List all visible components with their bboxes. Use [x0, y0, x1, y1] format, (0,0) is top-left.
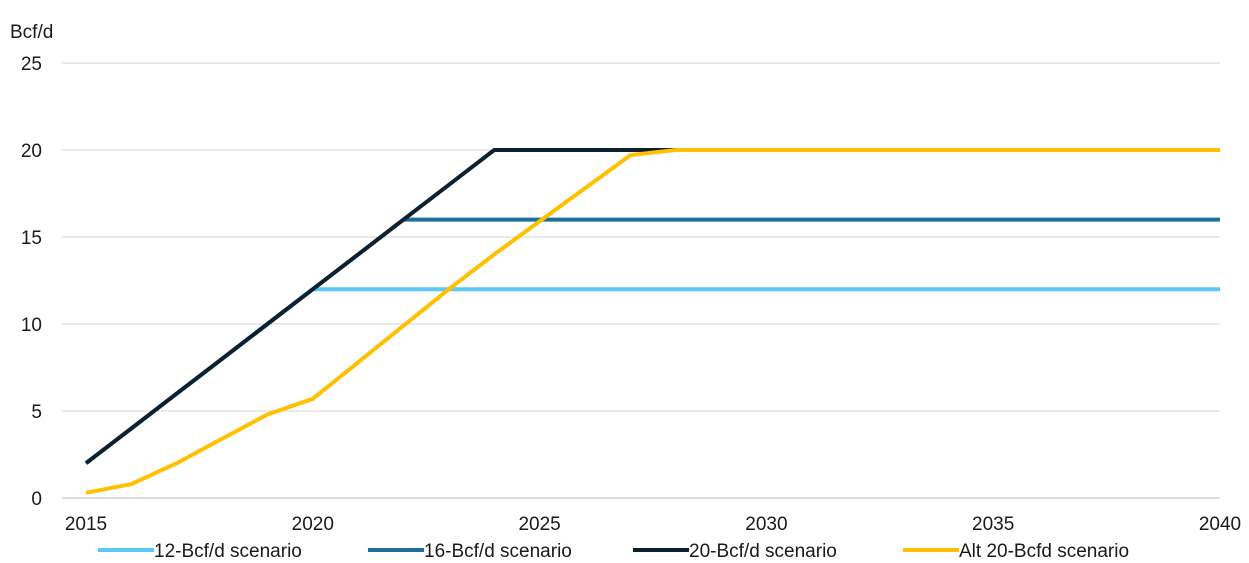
x-tick-label: 2020: [292, 514, 334, 535]
y-tick-label: 15: [21, 228, 42, 249]
series-line-2: [84, 217, 1220, 465]
x-tick-label: 2015: [65, 514, 107, 535]
x-tick-labels: 2015 2020 2025 2030 2035 2040: [65, 514, 1241, 535]
legend-label-2: 16-Bcf/d scenario: [424, 541, 572, 562]
legend-label-4: Alt 20-Bcfd scenario: [959, 541, 1129, 562]
series-line-3: [84, 148, 1220, 465]
gridlines: [62, 62, 1220, 499]
legend-label-3: 20-Bcf/d scenario: [689, 541, 837, 562]
x-tick-label: 2030: [745, 514, 787, 535]
y-tick-labels: 0 5 10 15 20 25: [21, 54, 42, 510]
x-tick-label: 2040: [1199, 514, 1241, 535]
legend-label-1: 12-Bcf/d scenario: [154, 541, 302, 562]
series-line-1: [84, 287, 1220, 465]
y-axis-label: Bcf/d: [10, 22, 53, 43]
series-lines: [84, 148, 1220, 495]
x-tick-label: 2025: [518, 514, 560, 535]
y-tick-label: 0: [31, 489, 42, 510]
legend: 12-Bcf/d scenario 16-Bcf/d scenario 20-Bcf…: [98, 541, 1129, 562]
y-tick-label: 10: [21, 315, 42, 336]
series-line-4: [85, 148, 1220, 495]
y-tick-label: 5: [31, 402, 42, 423]
y-tick-label: 20: [21, 141, 42, 162]
x-tick-label: 2035: [972, 514, 1014, 535]
y-tick-label: 25: [21, 54, 42, 75]
